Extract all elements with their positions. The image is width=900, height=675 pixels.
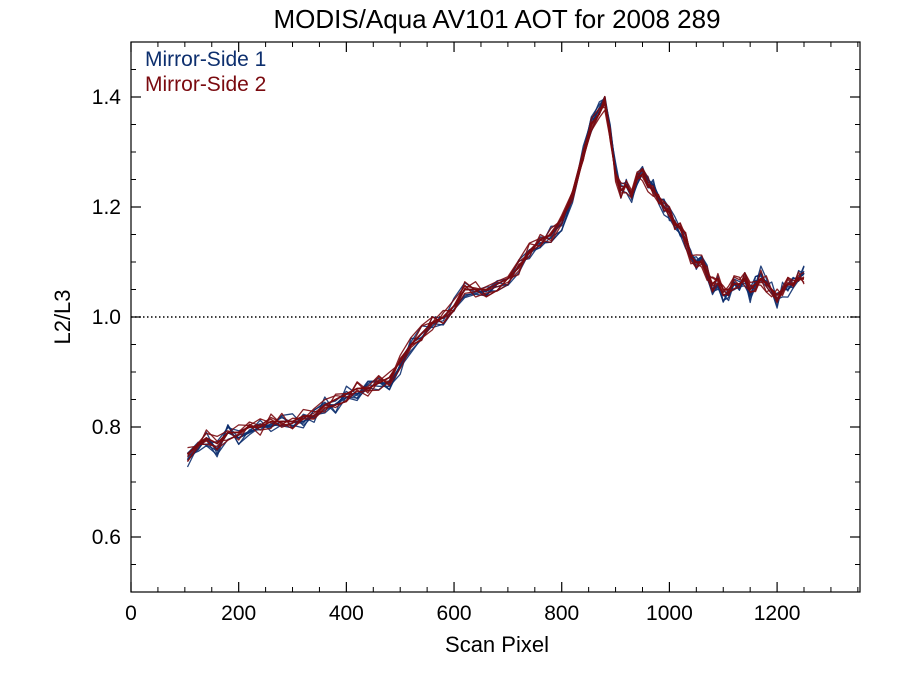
y-axis-label: L2/L3 <box>50 289 75 344</box>
x-tick-label: 1000 <box>646 602 693 625</box>
y-tick-label: 0.8 <box>92 416 121 439</box>
series-line-1 <box>186 99 805 459</box>
series-line-1 <box>187 103 805 454</box>
y-tick-label: 1.0 <box>92 306 121 329</box>
series-line-2 <box>187 95 805 455</box>
x-tick-label: 800 <box>544 602 579 625</box>
series-line-2 <box>186 101 804 456</box>
x-tick-label: 600 <box>437 602 472 625</box>
legend-entry-1: Mirror-Side 1 <box>145 48 266 71</box>
legend-entry-2: Mirror-Side 2 <box>145 73 266 96</box>
series-group <box>186 95 805 468</box>
series-line-1 <box>186 96 805 461</box>
y-tick-label: 0.6 <box>92 526 121 549</box>
series-line-2 <box>187 95 805 451</box>
x-tick-label: 400 <box>329 602 364 625</box>
y-tick-label: 1.4 <box>92 86 122 109</box>
x-tick-label: 1200 <box>754 602 801 625</box>
x-tick-label: 0 <box>125 602 137 625</box>
y-tick-label: 1.2 <box>92 196 121 219</box>
x-tick-label: 200 <box>221 602 256 625</box>
series-line-2 <box>186 106 805 458</box>
series-line-1 <box>187 98 805 455</box>
axes: 0 200 400 600 800 1000 1200 0.6 0.8 1.0 1.2 1.4 <box>92 41 861 625</box>
x-axis-label: Scan Pixel <box>445 632 549 657</box>
chart-title: MODIS/Aqua AV101 AOT for 2008 289 <box>273 4 720 34</box>
series-line-2 <box>186 98 805 463</box>
